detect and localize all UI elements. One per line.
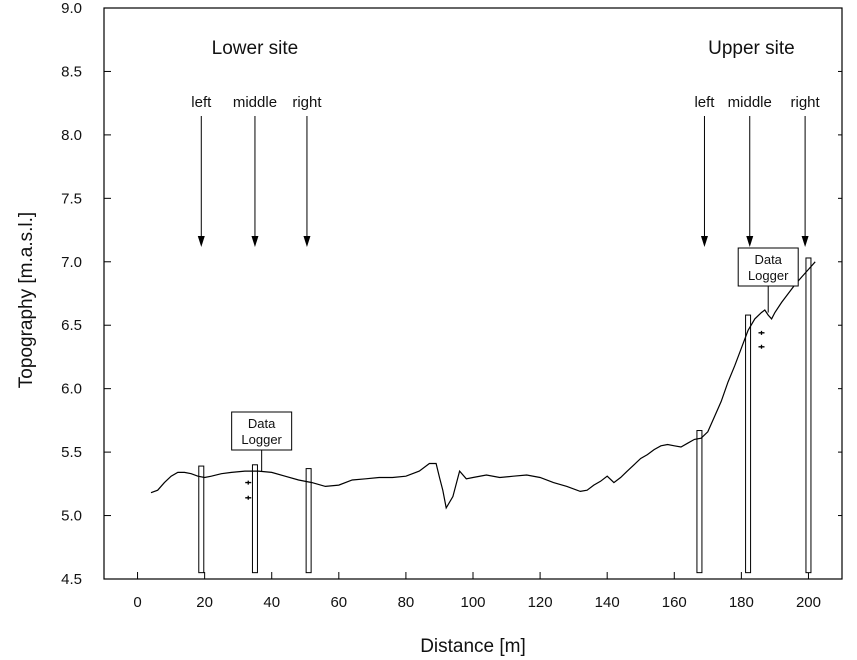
sensor-markers (245, 330, 765, 500)
arrow-head-icon (700, 236, 708, 247)
position-label: middle (233, 94, 277, 111)
x-tick-label: 60 (330, 594, 347, 611)
x-tick-label: 160 (662, 594, 687, 611)
arrow-head-icon (251, 236, 259, 247)
y-tick-label: 6.0 (61, 381, 82, 398)
x-tick-label: 200 (796, 594, 821, 611)
topography-profile (150, 261, 816, 510)
data-logger-box (231, 411, 293, 451)
y-tick-label: 5.0 (61, 508, 82, 525)
measurement-pole (745, 314, 752, 574)
x-tick-label: 40 (263, 594, 280, 611)
x-tick-label: 80 (398, 594, 415, 611)
site-label: Lower site (212, 38, 299, 59)
position-label: left (694, 94, 715, 111)
y-tick-label: 8.0 (61, 127, 82, 144)
y-tick-label: 7.0 (61, 254, 82, 271)
site-label: Upper site (708, 38, 795, 59)
arrow-head-icon (746, 236, 754, 247)
measurement-poles (198, 257, 812, 574)
sensor-marker (758, 330, 765, 335)
position-label: left (191, 94, 212, 111)
y-tick-label: 9.0 (61, 0, 82, 17)
data-logger-label: Logger (241, 432, 282, 447)
position-label: right (292, 94, 322, 111)
sensor-marker (758, 344, 765, 349)
measurement-pole (696, 430, 703, 574)
x-axis: 0 20 40 60 80 100 120 140 160 180 200 (133, 572, 821, 611)
y-tick-label: 4.5 (61, 571, 82, 588)
measurement-pole (198, 465, 205, 574)
data-logger-label: Data (248, 416, 276, 431)
arrow-head-icon (197, 236, 205, 247)
y-axis-title: Topography [m.a.s.l.] (16, 212, 37, 388)
position-label: right (791, 94, 821, 111)
x-axis-title: Distance [m] (420, 636, 526, 657)
sensor-marker (245, 480, 252, 485)
profile-line (150, 261, 816, 510)
arrow-head-icon (303, 236, 311, 247)
data-logger-label: Data (754, 252, 782, 267)
x-tick-label: 180 (729, 594, 754, 611)
x-tick-label: 20 (196, 594, 213, 611)
sensor-marker (245, 495, 252, 500)
y-tick-label: 7.5 (61, 190, 82, 207)
x-tick-label: 140 (595, 594, 620, 611)
x-tick-label: 100 (460, 594, 485, 611)
y-tick-label: 8.5 (61, 63, 82, 80)
measurement-pole (251, 464, 258, 574)
measurement-pole (805, 257, 812, 574)
y-tick-label: 6.5 (61, 317, 82, 334)
data-logger-label: Logger (748, 268, 789, 283)
y-tick-label: 5.5 (61, 444, 82, 461)
y-axis: 4.5 5.0 5.5 6.0 6.5 7.0 7.5 8.0 8.5 9.0 (61, 0, 842, 588)
x-tick-label: 0 (133, 594, 141, 611)
data-logger-box (737, 247, 799, 287)
x-tick-label: 120 (528, 594, 553, 611)
position-label: middle (728, 94, 772, 111)
arrow-head-icon (801, 236, 809, 247)
measurement-pole (305, 468, 312, 574)
